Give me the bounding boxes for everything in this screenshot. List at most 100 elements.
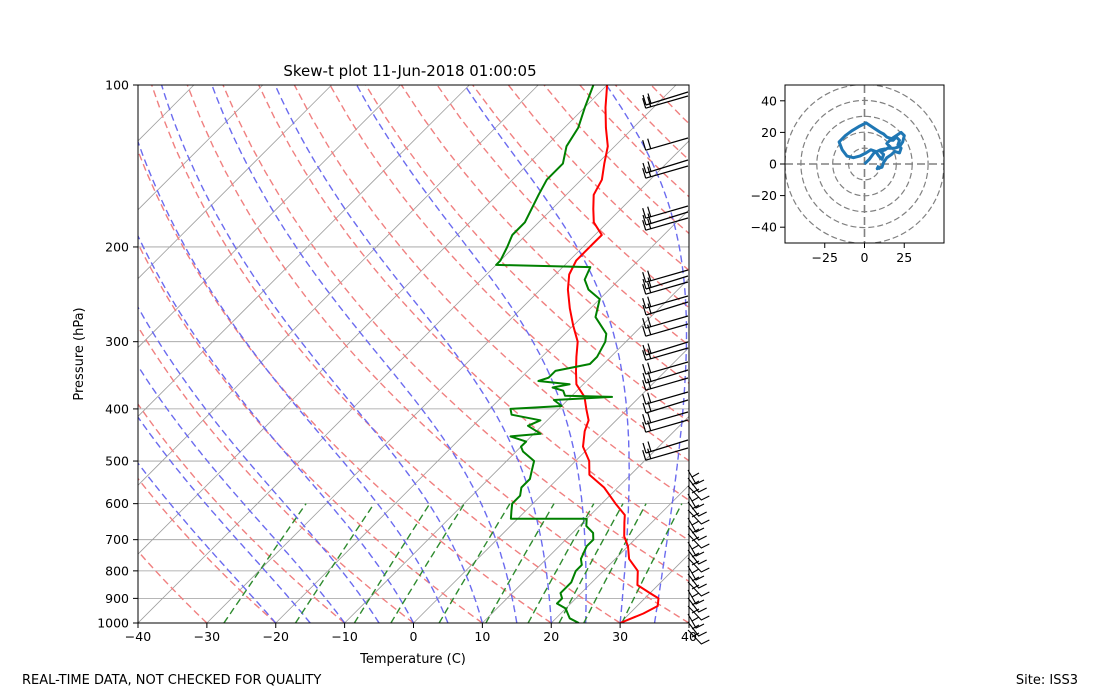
wind-barb (642, 439, 689, 454)
dry-adiabat (293, 85, 689, 502)
wind-barb (687, 597, 707, 613)
y-tick-label: 100 (105, 78, 129, 93)
wind-barb (687, 557, 710, 573)
x-tick-label: 30 (612, 629, 628, 644)
x-tick-label: 0 (410, 629, 418, 644)
wind-barb (642, 347, 689, 361)
mixing-ratio-line (223, 503, 307, 623)
wind-barb (687, 477, 707, 493)
dry-adiabat (329, 85, 689, 462)
isotherm-line (138, 85, 264, 211)
profile-series (495, 85, 660, 623)
hodograph-trace (837, 121, 906, 171)
hodograph-y-ticks: −40 −20 0 20 40 (751, 93, 785, 235)
wind-barb (687, 629, 710, 645)
mixing-ratio-line (390, 503, 465, 623)
x-tick-label: 10 (474, 629, 490, 644)
mixing-ratio-line (485, 503, 555, 623)
wind-barb (687, 509, 710, 525)
wind-barb (642, 411, 689, 425)
wind-barb (642, 165, 689, 179)
wind-barb (687, 493, 705, 509)
isotherm-line (138, 85, 539, 486)
hodograph-plot-area: −25 0 25 −40 −20 0 20 40 (751, 84, 945, 265)
quality-disclaimer: REAL-TIME DATA, NOT CHECKED FOR QUALITY (22, 673, 322, 688)
dry-adiabat (507, 85, 689, 272)
moist-adiabat (138, 305, 380, 623)
wind-barb (642, 315, 689, 329)
hodo-y-tick-label: 20 (761, 125, 777, 140)
pressure-grid (138, 85, 689, 623)
wind-barb (642, 419, 689, 433)
wind-barb (642, 295, 689, 309)
isotherm-line (138, 85, 470, 417)
y-tick-label: 200 (105, 239, 129, 254)
x-tick-label: 20 (543, 629, 559, 644)
wind-barb (642, 217, 689, 231)
wind-barb (642, 391, 689, 405)
mixing-ratio-line (527, 503, 595, 623)
moist-adiabat (464, 85, 630, 623)
dry-adiabat (151, 85, 621, 623)
mixing-ratio-line (558, 503, 624, 623)
wind-barb (642, 377, 689, 391)
dry-adiabat (650, 85, 689, 125)
x-tick-label: −40 (125, 629, 151, 644)
wind-barb (642, 281, 689, 295)
mixing-ratio-line (621, 503, 683, 623)
wind-barb (687, 517, 705, 533)
dry-adiabat (186, 85, 689, 623)
y-tick-label: 900 (105, 591, 129, 606)
wind-barb (642, 323, 689, 337)
site-label: Site: ISS3 (1015, 673, 1078, 688)
x-tick-label: −10 (331, 629, 357, 644)
wind-barb (642, 275, 689, 290)
mixing-ratio-line (438, 503, 511, 623)
moist-adiabat (211, 85, 518, 623)
wind-barb (687, 485, 710, 501)
hodo-y-tick-label: −40 (751, 220, 777, 235)
dry-adiabat (365, 85, 689, 423)
wind-barb (687, 501, 707, 517)
skewt-frame (137, 84, 690, 624)
hodo-y-tick-label: 40 (761, 93, 777, 108)
pressure-ticks: 1000 900 800 700 600 500 400 300 200 100 (97, 78, 138, 631)
y-tick-label: 400 (105, 401, 129, 416)
isotherm-line (482, 415, 689, 623)
wind-barb (642, 137, 689, 151)
isotherm-line (138, 85, 332, 280)
wind-barb (687, 541, 705, 557)
dewpoint-profile (495, 85, 613, 623)
x-tick-label: −30 (194, 629, 220, 644)
y-tick-label: 800 (105, 563, 129, 578)
y-tick-label: 600 (105, 496, 129, 511)
y-axis-label: Pressure (hPa) (72, 307, 87, 400)
wind-barb (687, 581, 710, 597)
isotherm-line (206, 140, 689, 623)
wind-barb (687, 469, 705, 485)
mixing-ratio-line (294, 503, 375, 623)
dry-adiabats (138, 85, 689, 623)
wind-barb (687, 621, 707, 637)
skewt-plot-area: −40 −30 −20 −10 0 10 20 30 40 1000 900 800 700 600 50… (72, 78, 697, 668)
hodo-x-tick-label: 25 (896, 250, 912, 265)
hodo-y-tick-label: −20 (751, 188, 777, 203)
wind-barb (642, 269, 689, 283)
moist-adiabat (138, 234, 415, 623)
wind-barb (642, 301, 689, 316)
isotherm-line (275, 209, 689, 623)
dry-adiabat (138, 242, 483, 623)
dry-adiabat (138, 325, 414, 623)
moist-adiabat (138, 415, 311, 623)
wind-barbs (642, 91, 710, 645)
isotherm-line (138, 85, 195, 142)
y-tick-label: 1000 (97, 616, 129, 631)
wind-barb (642, 399, 689, 414)
mixing-ratio-lines (223, 503, 683, 623)
temperature-ticks: −40 −30 −20 −10 0 10 20 30 40 (125, 623, 697, 644)
temperature-profile (566, 85, 660, 623)
moist-adiabat (138, 139, 449, 623)
hodograph-x-ticks: −25 0 25 (812, 243, 912, 265)
isotherms (138, 85, 689, 623)
dry-adiabat (138, 149, 552, 623)
